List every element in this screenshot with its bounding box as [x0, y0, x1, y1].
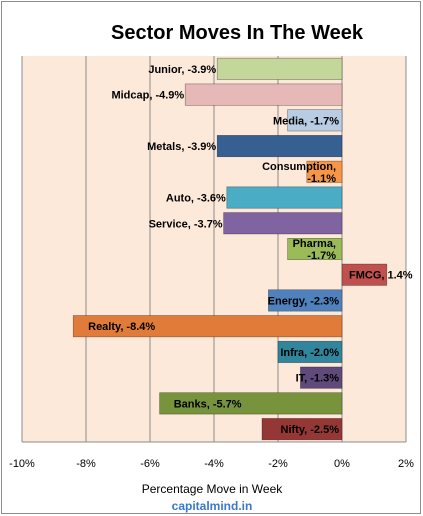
- bar-label-consumption: Consumption, -1.1%: [262, 161, 336, 185]
- bar-label-line: FMCG, 1.4%: [349, 270, 413, 282]
- x-tick-label: -6%: [140, 458, 160, 470]
- bar-label-infra: Infra, -2.0%: [280, 347, 339, 359]
- bar-label-energy: Energy, -2.3%: [268, 295, 340, 307]
- bar-label-line: -1.7%: [307, 250, 336, 262]
- bar-realty: [72, 315, 343, 338]
- bar-label-line: Media, -1.7%: [273, 115, 339, 127]
- bar-label-line: Realty, -8.4%: [88, 321, 155, 333]
- x-tick-label: -10%: [9, 458, 35, 470]
- bar-label-line: Auto, -3.6%: [166, 193, 226, 205]
- bar-label-nifty: Nifty, -2.5%: [281, 424, 340, 436]
- bar-metals: [216, 135, 343, 158]
- bar-media: [287, 109, 343, 132]
- x-tick-label: -4%: [204, 458, 224, 470]
- x-tick-label: 2%: [398, 458, 414, 470]
- bar-energy: [268, 289, 343, 312]
- bar-junior: [216, 57, 343, 80]
- source-credit: capitalmind.in: [172, 499, 253, 513]
- bar-label-line: -1.1%: [307, 173, 336, 185]
- bar-label-line: Service, -3.7%: [149, 218, 223, 230]
- bar-auto: [226, 186, 343, 209]
- bar-service: [223, 212, 343, 235]
- bar-label-auto: Auto, -3.6%: [166, 193, 226, 205]
- bar-label-line: Junior, -3.9%: [148, 64, 216, 76]
- bar-label-line: Banks, -5.7%: [174, 398, 242, 410]
- bar-label-midcap: Midcap, -4.9%: [111, 90, 184, 102]
- chart-title: Sector Moves In The Week: [111, 22, 364, 44]
- bar-consumption: [306, 160, 343, 183]
- bar-fmcg: [341, 263, 388, 286]
- bar-label-line: Nifty, -2.5%: [281, 424, 340, 436]
- bar-label-metals: Metals, -3.9%: [147, 141, 216, 153]
- bar-infra: [277, 340, 343, 363]
- bar-nifty: [261, 418, 343, 441]
- bar-label-fmcg: FMCG, 1.4%: [349, 270, 413, 282]
- x-tick-label: -2%: [268, 458, 288, 470]
- bar-banks: [159, 392, 343, 415]
- bar-label-line: Metals, -3.9%: [147, 141, 216, 153]
- bar-label-line: Midcap, -4.9%: [111, 90, 184, 102]
- bar-label-line: IT, -1.3%: [296, 373, 340, 385]
- bar-pharma: [287, 238, 343, 261]
- bar-label-line: Consumption,: [262, 161, 336, 173]
- x-tick-label: -8%: [76, 458, 96, 470]
- bar-label-line: Energy, -2.3%: [268, 295, 340, 307]
- bar-it: [300, 366, 343, 389]
- bar-label-line: Infra, -2.0%: [280, 347, 339, 359]
- x-tick-label: 0%: [334, 458, 350, 470]
- bar-label-banks: Banks, -5.7%: [174, 398, 242, 410]
- bar-label-realty: Realty, -8.4%: [88, 321, 155, 333]
- x-axis-title: Percentage Move in Week: [142, 482, 284, 496]
- bar-label-media: Media, -1.7%: [273, 115, 339, 127]
- bar-label-it: IT, -1.3%: [296, 373, 340, 385]
- bar-label-pharma: Pharma, -1.7%: [293, 238, 337, 262]
- bar-label-junior: Junior, -3.9%: [148, 64, 216, 76]
- bar-label-line: Pharma,: [293, 238, 336, 250]
- bar-midcap: [184, 83, 343, 106]
- bar-label-service: Service, -3.7%: [149, 218, 223, 230]
